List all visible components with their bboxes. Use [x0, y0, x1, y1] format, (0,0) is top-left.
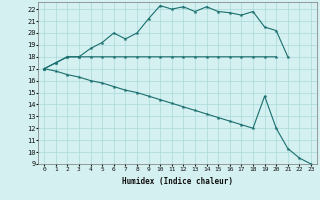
X-axis label: Humidex (Indice chaleur): Humidex (Indice chaleur) — [122, 177, 233, 186]
